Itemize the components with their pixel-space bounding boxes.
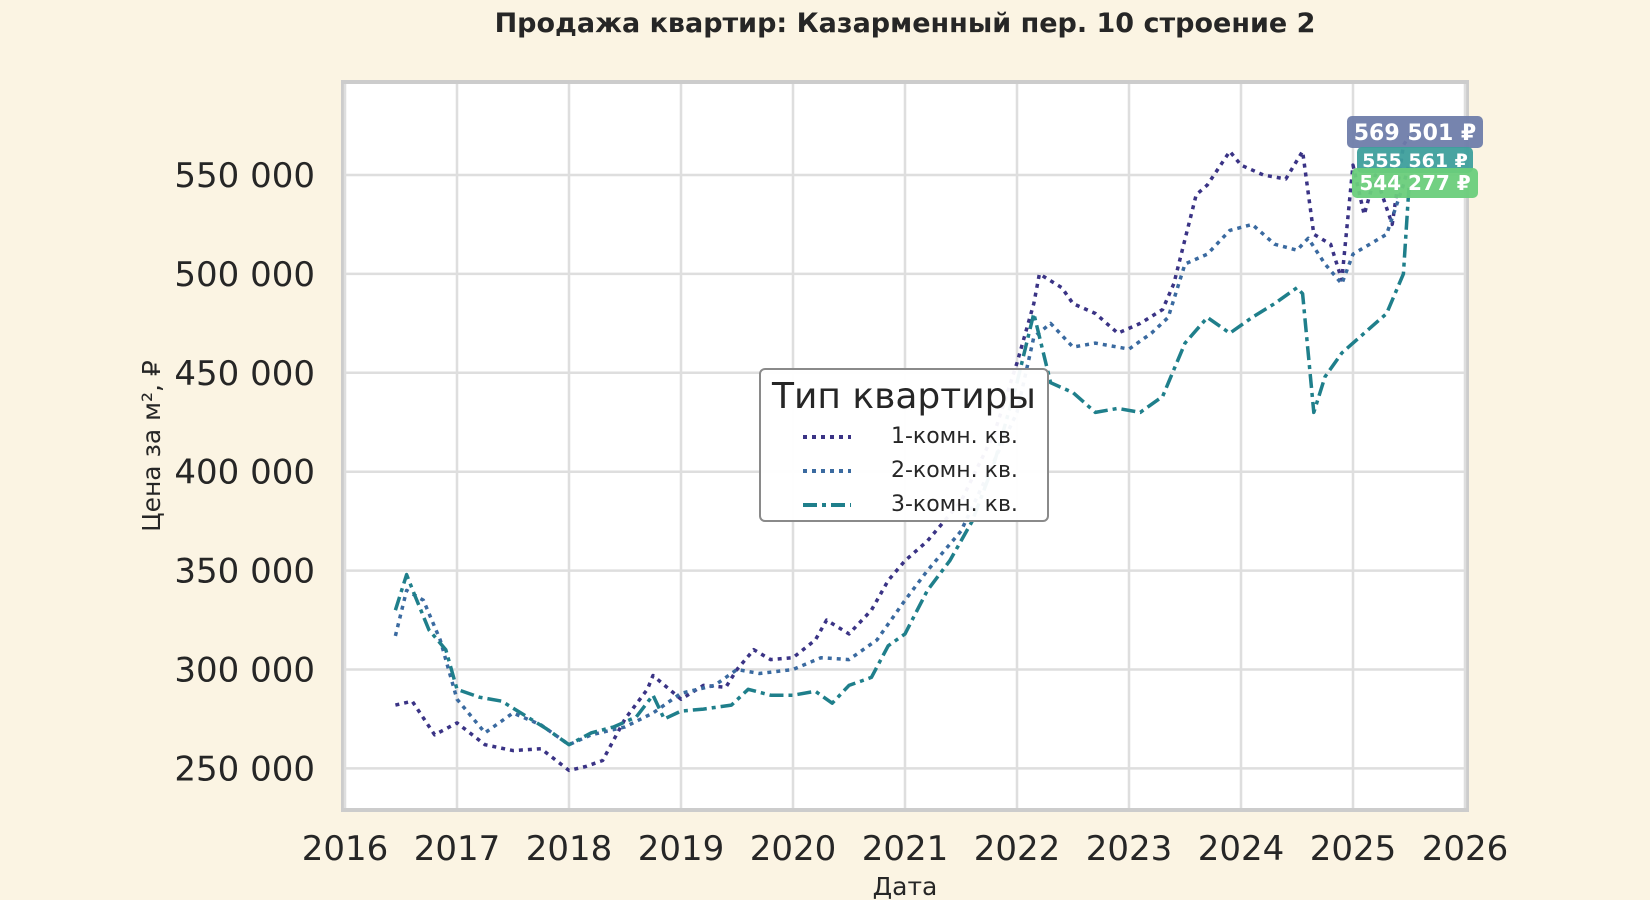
end-label-badge bbox=[1347, 116, 1483, 148]
x-tick-label: 2022 bbox=[974, 829, 1061, 869]
end-label-badge bbox=[1352, 168, 1478, 198]
chart-title: Продажа квартир: Казарменный пер. 10 стр… bbox=[495, 8, 1316, 39]
y-axis-ticks: 250 000 300 000 350 000 400 000 450 000 500 0… bbox=[174, 156, 315, 789]
legend-label-1room: 1-комн. кв. bbox=[891, 424, 1018, 449]
x-axis-ticks: 2016 2017 2018 2019 2020 2021 2022 2023 2024 2025… bbox=[302, 829, 1509, 869]
y-tick-label: 500 000 bbox=[174, 255, 315, 295]
x-tick-label: 2025 bbox=[1310, 829, 1397, 869]
x-axis-label: Дата bbox=[873, 872, 938, 900]
legend-item-3room: 3-комн. кв. bbox=[801, 490, 1041, 520]
legend-swatch-3room bbox=[803, 503, 851, 507]
x-tick-label: 2018 bbox=[526, 829, 613, 869]
x-tick-label: 2021 bbox=[862, 829, 949, 869]
end-label-badge bbox=[1357, 147, 1473, 173]
legend-title: Тип квартиры bbox=[772, 376, 1036, 417]
legend-label-2room: 2-комн. кв. bbox=[891, 458, 1018, 483]
x-tick-label: 2026 bbox=[1422, 829, 1509, 869]
legend-swatch-2room bbox=[803, 469, 851, 473]
end-labels: 569 501 ₽ 555 561 ₽544 277 ₽ bbox=[1347, 116, 1483, 198]
legend-item-2room: 2-комн. кв. bbox=[801, 456, 1041, 486]
grid bbox=[343, 84, 1467, 808]
series-line-3 bbox=[393, 186, 1411, 747]
y-axis-label: Цена за м², ₽ bbox=[137, 360, 166, 532]
x-tick-label: 2023 bbox=[1086, 829, 1173, 869]
y-tick-label: 400 000 bbox=[174, 453, 315, 493]
series-line-1 bbox=[395, 135, 1411, 773]
y-tick-label: 250 000 bbox=[174, 749, 315, 789]
legend-label-3room: 3-комн. кв. bbox=[891, 492, 1018, 517]
legend-swatch-1room bbox=[803, 435, 851, 439]
legend: Тип квартиры 1-комн. кв. 2-комн. кв. 3-к… bbox=[759, 368, 1049, 522]
y-tick-label: 350 000 bbox=[174, 552, 315, 592]
y-tick-label: 450 000 bbox=[174, 354, 315, 394]
x-tick-label: 2024 bbox=[1198, 829, 1285, 869]
y-tick-label: 300 000 bbox=[174, 651, 315, 691]
x-tick-label: 2016 bbox=[302, 829, 389, 869]
end-label-text: 569 501 ₽ bbox=[1354, 121, 1476, 146]
end-label-text: 555 561 ₽ bbox=[1362, 150, 1468, 172]
x-tick-label: 2019 bbox=[638, 829, 725, 869]
x-tick-label: 2017 bbox=[414, 829, 501, 869]
end-label-text: 544 277 ₽ bbox=[1359, 171, 1470, 195]
y-tick-label: 550 000 bbox=[174, 156, 315, 196]
legend-item-1room: 1-комн. кв. bbox=[801, 422, 1041, 452]
x-tick-label: 2020 bbox=[750, 829, 837, 869]
